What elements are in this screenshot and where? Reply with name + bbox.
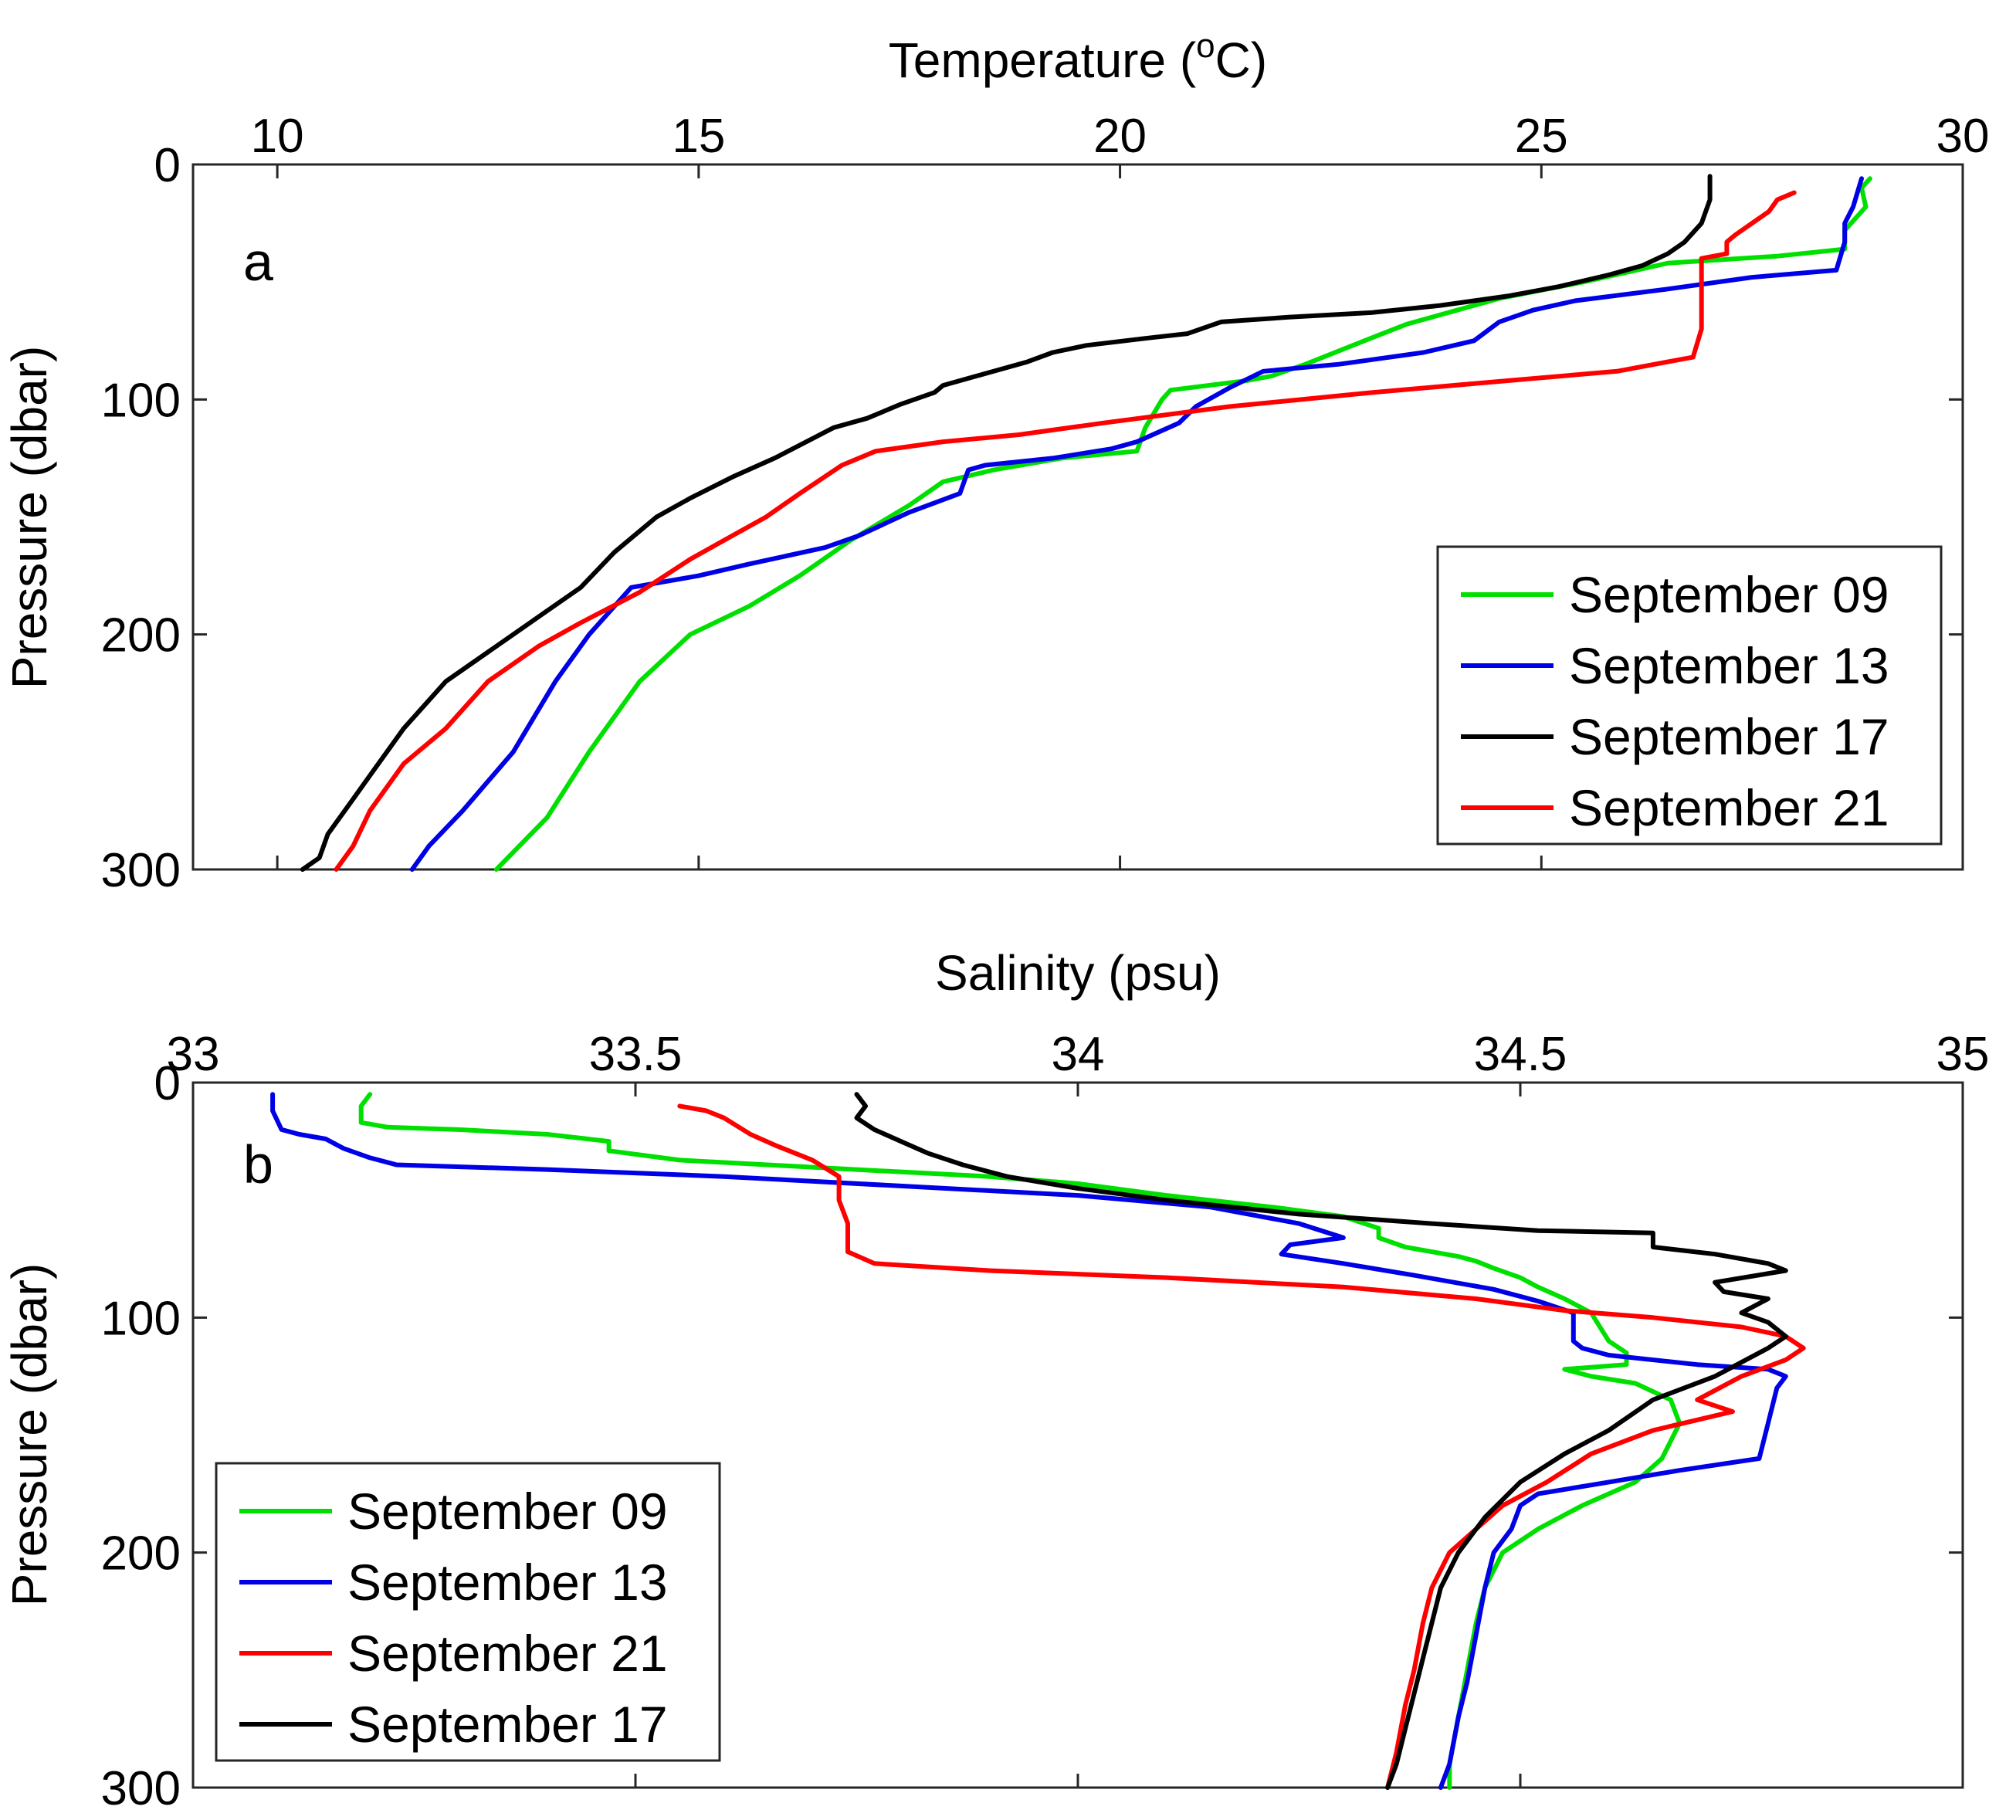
- series-line-september-21: [677, 1103, 1806, 1790]
- x-tick-label: 33.5: [589, 1028, 683, 1081]
- y-axis-title: Pressure (dbar): [2, 1263, 57, 1607]
- x-tick-label: 15: [672, 110, 725, 163]
- x-tick-label: 34: [1052, 1028, 1105, 1081]
- y-axis-ticks: 0 100 200 300: [101, 139, 1963, 897]
- x-axis-ticks: 10 15 20 25 30: [251, 110, 1990, 869]
- x-tick-label: 10: [251, 110, 304, 163]
- x-axis-ticks: 33 33.5 34 34.5 35: [167, 1028, 1990, 1788]
- series-group: [300, 174, 1872, 872]
- legend: September 09 September 13 September 17 Sept…: [1436, 545, 1943, 846]
- legend-label-september-09: September 09: [1569, 566, 1889, 623]
- y-tick-label: 0: [154, 1057, 181, 1110]
- y-tick-label: 0: [154, 139, 181, 192]
- y-tick-label: 200: [101, 609, 181, 663]
- y-tick-label: 300: [101, 844, 181, 897]
- series-line-september-09: [493, 176, 1872, 872]
- legend-entries: September 09 September 13 September 17 Sept…: [1461, 566, 1889, 836]
- x-tick-label: 33: [167, 1028, 220, 1081]
- x-tick-label: 30: [1936, 110, 1990, 163]
- panel-label: a: [243, 232, 273, 292]
- y-tick-label: 300: [101, 1762, 181, 1815]
- y-tick-label: 200: [101, 1527, 181, 1581]
- series-line-september-17: [854, 1092, 1788, 1790]
- legend-label-september-17: September 17: [347, 1696, 668, 1753]
- legend: September 09 September 13 September 21 Sept…: [215, 1462, 721, 1762]
- y-tick-label: 100: [101, 1292, 181, 1345]
- y-axis-title: Pressure (dbar): [2, 346, 57, 690]
- y-tick-label: 100: [101, 374, 181, 427]
- legend-label-september-13: September 13: [1569, 637, 1889, 694]
- series-line-september-09: [358, 1092, 1682, 1790]
- plot-frame: [191, 163, 1964, 871]
- x-tick-label: 20: [1093, 110, 1147, 163]
- x-tick-label: 25: [1515, 110, 1568, 163]
- x-axis-title: Salinity (psu): [935, 945, 1221, 1001]
- legend-label-september-13: September 13: [347, 1554, 668, 1611]
- x-axis-title: Temperature (oC): [889, 27, 1267, 88]
- y-axis-ticks: 0 100 200 300: [101, 1057, 1963, 1815]
- legend-label-september-21: September 21: [1569, 779, 1889, 836]
- series-line-september-21: [334, 190, 1797, 872]
- panel-b-salinity: 33 33.5 34 34.5 35 0 100 200 300 Salinity (psu)…: [2, 945, 1989, 1815]
- legend-label-september-09: September 09: [347, 1483, 668, 1540]
- series-line-september-17: [300, 174, 1713, 872]
- legend-label-september-21: September 21: [347, 1625, 668, 1682]
- x-tick-label: 35: [1936, 1028, 1990, 1081]
- panel-label: b: [243, 1134, 273, 1195]
- panel-a-temperature: 10 15 20 25 30 0 100 200 300 Temperature (oC) P…: [2, 27, 1989, 897]
- legend-entries: September 09 September 13 September 21 Sept…: [239, 1483, 668, 1753]
- legend-label-september-17: September 17: [1569, 708, 1889, 765]
- x-tick-label: 34.5: [1474, 1028, 1567, 1081]
- series-group: [270, 1092, 1806, 1790]
